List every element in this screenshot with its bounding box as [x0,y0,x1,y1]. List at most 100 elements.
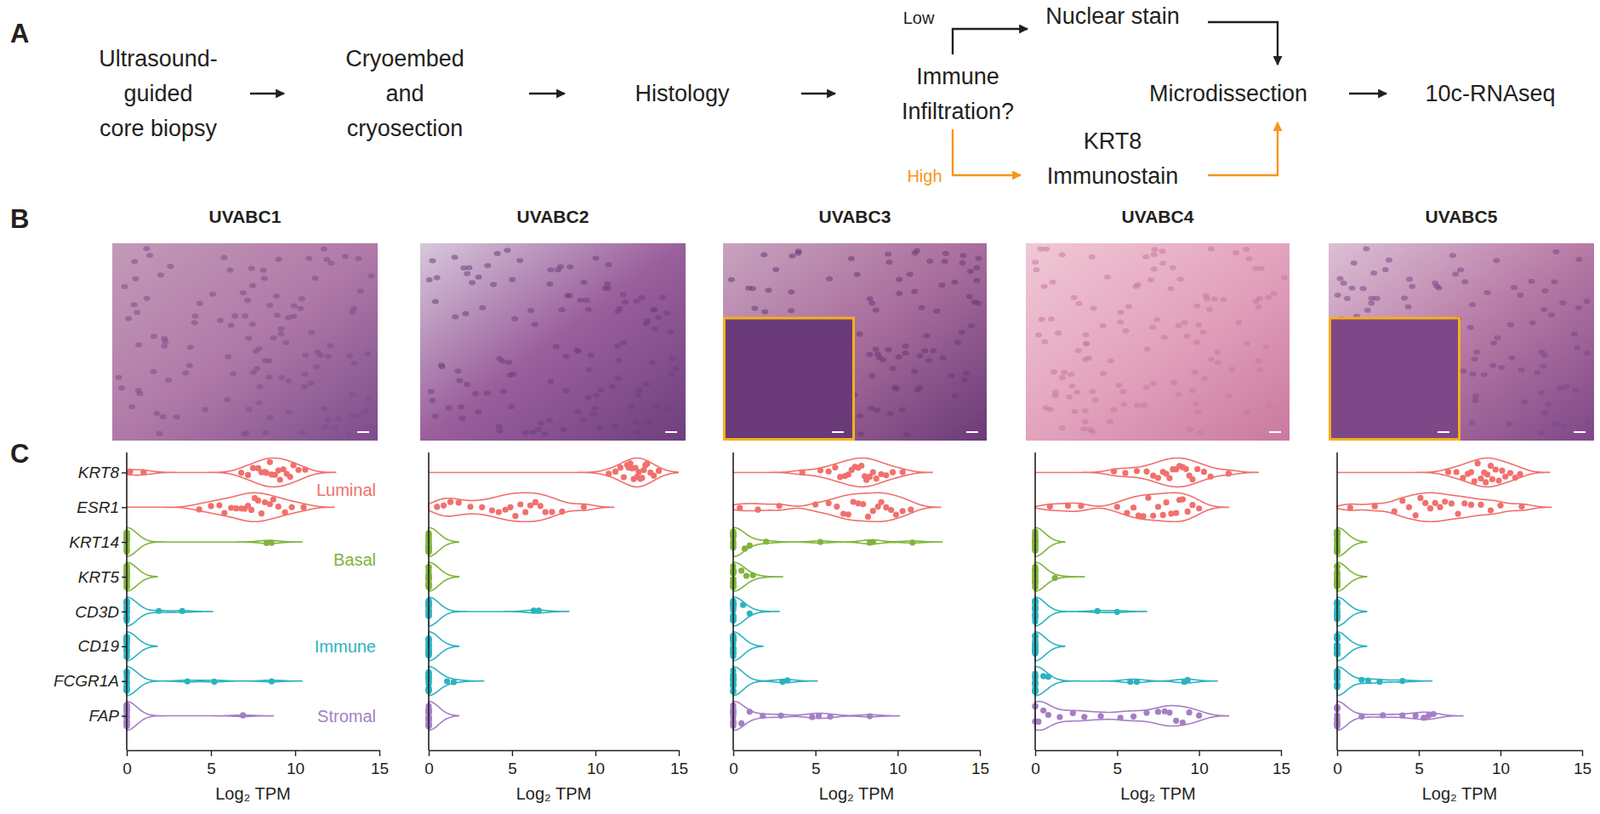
tick-label: CD3D [74,603,120,621]
texture [1541,410,1549,416]
texture [1435,284,1443,291]
texture [1258,266,1265,272]
texture [1075,347,1082,354]
texture [1472,393,1480,399]
texture [1116,382,1123,388]
texture [1035,332,1042,338]
violin [428,457,679,487]
texture [667,371,675,377]
data-point [1487,506,1494,513]
texture [273,313,281,319]
texture [1070,295,1078,301]
texture [483,390,491,396]
texture [633,298,641,304]
texture [364,351,371,357]
texture [1175,392,1183,398]
node-text: Ultrasound- [98,45,218,72]
texture [192,313,200,319]
texture [429,258,437,264]
texture [1104,274,1111,280]
texture [898,407,906,413]
texture [1116,319,1124,325]
tick: 10 [1491,750,1510,778]
texture [1120,401,1128,407]
texture [529,429,536,435]
texture [1340,280,1348,286]
texture [1153,317,1161,323]
group-label: Stromal [317,706,376,726]
texture [296,306,304,312]
texture [239,290,247,296]
data-point [1453,468,1460,475]
texture [298,430,306,436]
texture [216,318,224,324]
data-point [184,677,191,684]
histology-image [723,243,987,441]
data-point [1489,476,1496,483]
texture [1060,370,1068,376]
chart-title: UVABC4 [1121,206,1195,227]
texture [654,404,661,410]
texture [244,335,252,341]
tick-label: 5 [1113,759,1123,778]
texture [666,329,674,335]
tick-label: KRT8 [78,463,120,482]
tick-mark [733,750,735,757]
data-point [736,504,743,511]
texture [1150,251,1158,257]
texture [1158,249,1166,255]
texture [1537,390,1545,396]
data-point [784,677,791,684]
texture [868,301,876,307]
texture [345,432,353,439]
tick: KRT5 [78,568,127,587]
texture [1159,260,1167,266]
data-point [1184,508,1191,515]
data-point [1097,712,1104,719]
texture [663,406,671,412]
data-point [1430,711,1437,718]
tick-label: 10 [1491,759,1510,778]
node-text: Infiltration? [901,98,1014,125]
texture [925,358,933,364]
texture [511,316,519,322]
texture [196,301,204,307]
texture [159,414,167,420]
tick-label: 0 [1332,759,1343,778]
data-point [268,540,275,547]
tick-label: 15 [1272,759,1291,778]
y-axis [428,452,430,751]
arrow [1207,22,1278,65]
figure: ABCUltrasound-guidedcore biopsyCryoembed… [0,0,1600,814]
tick-mark [979,750,981,757]
texture [468,279,476,285]
data-point [270,496,277,503]
tick: CD19 [77,637,127,655]
texture [1469,420,1476,426]
texture [472,391,479,397]
texture [1031,259,1039,265]
scale-bar [1269,431,1282,433]
panel-label: B [10,204,29,234]
data-point [812,501,819,508]
texture [474,409,482,415]
x-axis-title: Log₂ TPM [1422,784,1498,803]
texture [1192,401,1200,407]
texture [248,265,256,271]
texture [760,251,768,257]
tick-label: KRT5 [78,568,120,587]
histology-image [1025,243,1290,441]
data-point [1492,466,1499,473]
texture [157,272,165,278]
texture [854,272,861,278]
data-point [1160,512,1167,519]
texture [301,371,309,377]
texture [1431,280,1439,286]
image-area [420,243,686,441]
texture [1225,393,1233,399]
texture [646,419,654,425]
texture [922,333,930,339]
texture [461,311,469,317]
data-point [535,607,542,614]
texture [361,425,369,431]
